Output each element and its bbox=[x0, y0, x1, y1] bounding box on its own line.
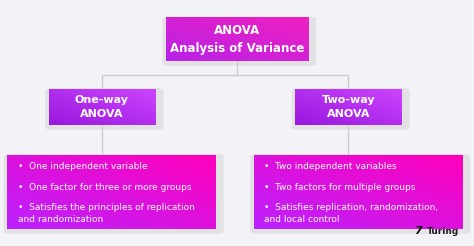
FancyBboxPatch shape bbox=[292, 88, 410, 130]
Text: •  One factor for three or more groups: • One factor for three or more groups bbox=[18, 183, 191, 192]
Text: Turing: Turing bbox=[427, 227, 459, 236]
FancyBboxPatch shape bbox=[250, 154, 470, 234]
Text: 7: 7 bbox=[414, 226, 422, 236]
Text: •  Satisfies the principles of replication
and randomization: • Satisfies the principles of replicatio… bbox=[18, 203, 194, 224]
Text: •  One independent variable: • One independent variable bbox=[18, 162, 147, 171]
FancyBboxPatch shape bbox=[4, 154, 224, 234]
Text: ANOVA
Analysis of Variance: ANOVA Analysis of Variance bbox=[170, 24, 304, 55]
Text: Two-way
ANOVA: Two-way ANOVA bbox=[321, 95, 375, 119]
Text: •  Satisfies replication, randomization,
and local control: • Satisfies replication, randomization, … bbox=[264, 203, 438, 224]
Text: •  Two independent variables: • Two independent variables bbox=[264, 162, 397, 171]
FancyBboxPatch shape bbox=[46, 88, 163, 130]
FancyBboxPatch shape bbox=[163, 17, 316, 66]
Text: One-way
ANOVA: One-way ANOVA bbox=[75, 95, 129, 119]
Text: •  Two factors for multiple groups: • Two factors for multiple groups bbox=[264, 183, 415, 192]
